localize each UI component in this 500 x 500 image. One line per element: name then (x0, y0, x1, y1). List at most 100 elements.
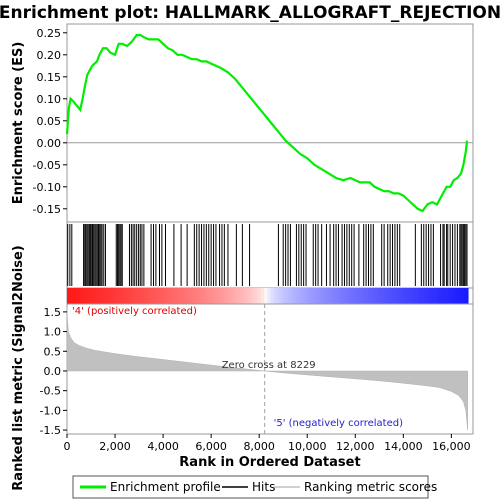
rank-bar-segment (203, 288, 208, 304)
rank-bar-segment (193, 288, 198, 304)
rank-bar-segment (73, 288, 78, 304)
rank-bar-segment (387, 288, 392, 304)
metric-y-tick-label: 0.5 (44, 345, 62, 358)
rank-bar-segment (270, 288, 275, 304)
enrichment-profile-line (65, 33, 469, 213)
rank-bar-segment (170, 288, 175, 304)
rank-bar-segment (424, 288, 429, 304)
rank-bar-segment (427, 288, 432, 304)
rank-bar-segment (150, 288, 155, 304)
rank-bar-segment (183, 288, 188, 304)
es-y-tick-label: 0.25 (37, 27, 62, 40)
rank-bar-segment (100, 288, 105, 304)
rank-bar-segment (93, 288, 98, 304)
rank-bar-segment (224, 288, 228, 304)
rank-bar-segment (357, 288, 362, 304)
rank-bar-segment (67, 288, 71, 304)
metric-axis-label: Ranked list metric (Signal2Noise) (11, 245, 26, 490)
rank-bar-segment (394, 288, 399, 304)
es-axis-label: Enrichment score (ES) (11, 42, 26, 205)
rank-bar-segment (417, 288, 422, 304)
rank-bar-segment (347, 288, 352, 304)
rank-bar-segment (434, 288, 439, 304)
rank-bar-segment (110, 288, 115, 304)
rank-bar-segment (177, 288, 182, 304)
rank-bar-segment (344, 288, 349, 304)
rank-color-bar (67, 288, 469, 304)
rank-bar-segment (133, 288, 138, 304)
metric-y-tick-label: -1.0 (40, 404, 61, 417)
es-y-tick-label: 0.20 (37, 49, 62, 62)
rank-bar-segment (197, 288, 202, 304)
rank-bar-segment (214, 288, 218, 304)
rank-bar-segment (401, 288, 406, 304)
rank-bar-segment (234, 288, 239, 304)
metric-y-tick-label: 0.0 (44, 365, 62, 378)
rank-bar-segment (451, 288, 456, 304)
rank-bar-segment (123, 288, 128, 304)
rank-bar-segment (217, 288, 222, 304)
legend-box (72, 475, 429, 499)
rank-bar-segment (337, 288, 342, 304)
x-tick-label: 14,000 (384, 440, 423, 453)
x-tick-label: 16,000 (432, 440, 471, 453)
x-tick-label: 4,000 (147, 440, 179, 453)
rank-bar-segment (284, 288, 289, 304)
rank-bar-segment (200, 288, 205, 304)
rank-bar-segment (140, 288, 145, 304)
x-tick-label: 10,000 (288, 440, 327, 453)
rank-bar-segment (374, 288, 379, 304)
rank-bar-segment (153, 288, 158, 304)
x-tick-label: 2,000 (99, 440, 131, 453)
es-y-tick-label: -0.05 (33, 159, 61, 172)
rank-bar-segment (307, 288, 312, 304)
rank-bar-segment (277, 288, 282, 304)
rank-bar-segment (377, 288, 382, 304)
rank-bar-segment (250, 288, 255, 304)
rank-bar-segment (143, 288, 148, 304)
rank-bar-segment (431, 288, 436, 304)
rank-bar-segment (351, 288, 355, 304)
legend-label-hits: Hits (252, 480, 275, 494)
rank-bar-segment (87, 288, 91, 304)
rank-bar-segment (320, 288, 325, 304)
rank-bar-segment (300, 288, 305, 304)
rank-bar-segment (317, 288, 322, 304)
rank-bar-segment (120, 288, 125, 304)
es-panel: 0.250.200.150.100.050.00-0.05-0.10-0.15 … (11, 23, 474, 223)
rank-bar-segment (421, 288, 426, 304)
rank-bar-segment (220, 288, 225, 304)
rank-bar-segment (254, 288, 259, 304)
rank-bar-segment (117, 288, 122, 304)
legend-label-enrichment-profile: Enrichment profile (110, 480, 221, 494)
rank-bar-segment (244, 288, 249, 304)
es-y-tick-label: -0.10 (33, 181, 61, 194)
rank-bar-segment (160, 288, 165, 304)
rank-bar-segment (247, 288, 252, 304)
rank-bar-segment (457, 288, 462, 304)
rank-bar-segment (80, 288, 85, 304)
rank-bar-segment (157, 288, 162, 304)
rank-bar-segment (334, 288, 339, 304)
rank-bar-segment (237, 288, 242, 304)
rank-bar-segment (404, 288, 409, 304)
metric-y-tick-label: -0.5 (40, 385, 61, 398)
rank-bar-segment (287, 288, 292, 304)
rank-bar-segment (180, 288, 185, 304)
rank-bar-segment (147, 288, 152, 304)
rank-bar-segment (137, 288, 142, 304)
metric-y-tick-label: -1.5 (40, 424, 61, 437)
rank-bar-segment (77, 288, 81, 304)
negative-correlation-label: '5' (negatively correlated) (274, 418, 403, 429)
rank-bar-segment (441, 288, 446, 304)
legend: Enrichment profile Hits Ranking metric s… (72, 475, 437, 499)
rank-bar-segment (190, 288, 195, 304)
rank-bar-segment (391, 288, 396, 304)
rank-bar-segment (324, 288, 329, 304)
rank-bar-segment (127, 288, 132, 304)
rank-bar-segment (97, 288, 102, 304)
rank-bar-segment (364, 288, 369, 304)
rank-bar-segment (454, 288, 459, 304)
rank-bar-segment (187, 288, 192, 304)
